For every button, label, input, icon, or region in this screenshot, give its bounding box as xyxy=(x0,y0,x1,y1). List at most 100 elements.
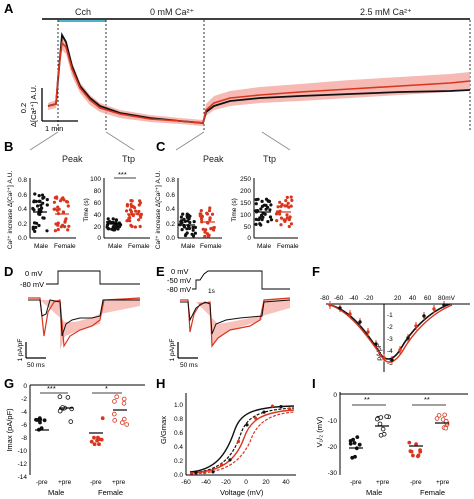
g-sig-1: *** xyxy=(47,384,56,393)
data-point xyxy=(34,417,38,422)
scatter-dot xyxy=(182,217,186,221)
scatter-dot xyxy=(106,217,110,221)
data-point xyxy=(352,441,357,445)
panel-a: A Cch 0 mM Ca²⁺ 2.5 mM Ca²⁺ 0.2 Δ[Ca²⁺] … xyxy=(4,1,471,151)
c-peak-dots xyxy=(178,206,216,238)
scatter-dot xyxy=(33,229,37,233)
f-iv-points xyxy=(328,301,446,364)
scatter-dot xyxy=(207,209,212,213)
tick: 60 xyxy=(424,295,432,302)
gv-point xyxy=(262,410,266,414)
scatter-dot xyxy=(55,195,59,199)
tick: -20 xyxy=(221,479,231,486)
scatter-dot xyxy=(268,208,272,212)
scatter-dot xyxy=(201,227,205,231)
scatter-dot xyxy=(279,223,283,227)
tick: 0.2 xyxy=(166,221,175,228)
b-ttp-y-label: Time (s) xyxy=(83,198,90,222)
iv-point xyxy=(358,320,362,324)
scatter-dot xyxy=(286,201,290,205)
scatter-dot xyxy=(56,223,60,227)
scatter-dot xyxy=(191,225,195,230)
i-x-tick-4: +pre xyxy=(436,479,450,486)
data-point xyxy=(418,448,422,453)
data-point xyxy=(97,442,101,447)
data-point xyxy=(37,416,42,420)
i-dots xyxy=(348,412,450,460)
iv-point xyxy=(348,312,352,316)
panel-g-letter: G xyxy=(4,376,14,391)
gv-point xyxy=(194,471,198,475)
tick: -30 xyxy=(328,470,338,477)
scatter-dot xyxy=(131,213,135,218)
data-point xyxy=(68,419,74,424)
scatter-dot xyxy=(178,223,182,227)
scatter-dot xyxy=(284,199,288,203)
c-male-label: Male xyxy=(181,243,195,250)
tick: 0.0 xyxy=(174,472,183,479)
h-curve-female-pre xyxy=(189,409,295,474)
data-point xyxy=(42,418,47,423)
data-point xyxy=(414,442,418,446)
tick: 0 xyxy=(23,383,27,390)
e-female-trace xyxy=(180,297,291,348)
tick: 50 xyxy=(244,224,252,231)
data-point xyxy=(378,415,384,420)
tick: -20 xyxy=(364,295,374,302)
c-peak-title: Peak xyxy=(203,154,224,164)
zero-calcium-label: 0 mM Ca²⁺ xyxy=(150,7,195,17)
g-dots xyxy=(34,394,129,447)
panel-c: C Peak Ttp Ca²⁺ increase Δ[Ca²⁺] A.U. 0.… xyxy=(155,139,299,250)
b-peak-title: Peak xyxy=(62,154,83,164)
f-male-iv-curve xyxy=(329,303,451,360)
data-point xyxy=(92,442,97,447)
g-y-label: Imax (pA/pF) xyxy=(5,408,14,452)
gv-point xyxy=(211,470,215,474)
scatter-dot xyxy=(41,201,45,205)
scatter-dot xyxy=(264,203,268,207)
scatter-dot xyxy=(274,212,279,216)
data-point xyxy=(112,411,117,417)
e-voltage-protocol xyxy=(192,270,290,290)
g-x-tick-4: +pre xyxy=(112,479,126,486)
scatter-dot xyxy=(260,199,264,203)
i-sig-1: ** xyxy=(364,395,370,404)
scatter-dot xyxy=(205,211,209,215)
scatter-dot xyxy=(55,208,60,212)
e-time-1s: 1s xyxy=(208,288,216,295)
scatter-dot xyxy=(117,225,121,229)
iv-point xyxy=(398,348,402,352)
tick: -3 xyxy=(387,336,393,343)
h-curve-male-pre xyxy=(189,405,295,473)
tick: 0.2 xyxy=(174,458,183,465)
f-y-ticks: -1 -2 -3 -4 -5 xyxy=(387,312,393,367)
e-male-trace xyxy=(180,299,291,335)
gv-point xyxy=(219,463,224,467)
scatter-dot xyxy=(138,199,142,203)
scatter-dot xyxy=(279,204,283,208)
data-point xyxy=(348,441,353,446)
f-x-ticks: -80 -60 -40 -20 20 40 60 80mV xyxy=(320,295,456,302)
data-point xyxy=(112,418,117,423)
data-point xyxy=(92,435,96,440)
tick: 100 xyxy=(90,176,101,183)
d-voltage-protocol xyxy=(46,270,140,285)
scatter-dot xyxy=(254,198,258,202)
scatter-dot xyxy=(33,192,37,196)
scatter-dot xyxy=(179,215,183,219)
panel-c-letter: C xyxy=(156,139,166,154)
scatter-dot xyxy=(264,197,269,201)
h-y-ticks: 0.0 0.2 0.4 0.6 0.8 1.0 xyxy=(174,402,183,479)
scatter-dot xyxy=(45,198,49,202)
scatter-dot xyxy=(134,209,138,213)
scatter-dot xyxy=(125,209,129,213)
c-ttp-title: Ttp xyxy=(263,154,276,164)
scatter-dot xyxy=(130,199,134,203)
scatter-dot xyxy=(32,221,37,225)
b-ttp-male-label: Male xyxy=(108,243,122,250)
tick: 0.6 xyxy=(18,192,27,199)
scatter-dot xyxy=(200,214,204,219)
tick: -2 xyxy=(387,324,393,331)
tick: 40 xyxy=(94,212,102,219)
